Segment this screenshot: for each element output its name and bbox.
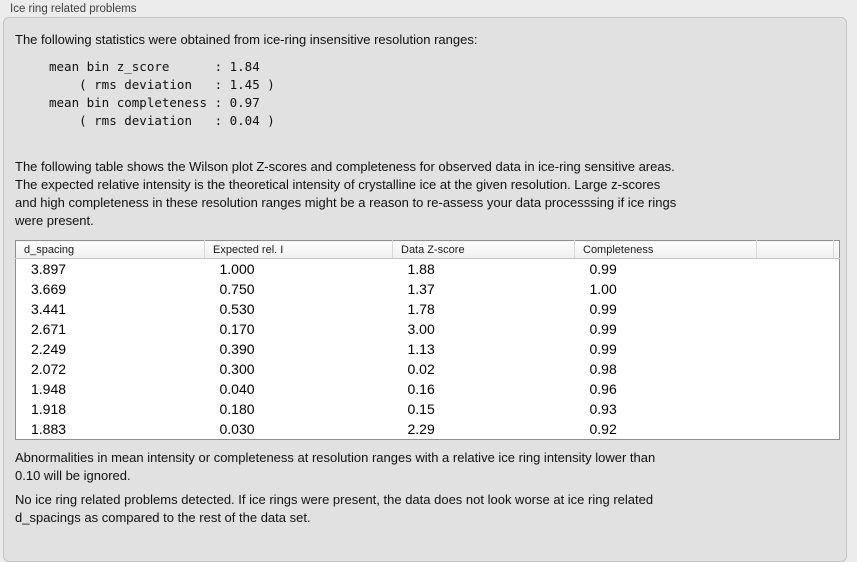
table-row[interactable]: 3.669 0.750 1.37 1.00 xyxy=(16,279,840,299)
table-body: 3.897 1.000 1.88 0.99 3.669 0.750 1.37 1.00 3.44… xyxy=(16,259,840,440)
table-cell: 2.072 xyxy=(31,361,67,377)
table-cell: 3.00 xyxy=(407,321,435,337)
column-header-completeness[interactable]: Completeness xyxy=(574,240,757,259)
table-cell: 0.530 xyxy=(219,301,255,317)
table-row[interactable]: 3.897 1.000 1.88 0.99 xyxy=(16,259,840,280)
table-cell: 0.99 xyxy=(589,261,617,277)
table-cell-empty xyxy=(834,339,840,359)
table-cell-empty xyxy=(834,399,840,419)
table-cell: 0.040 xyxy=(219,381,255,397)
intro-text: The following statistics were obtained f… xyxy=(15,32,478,47)
panel-title: Ice ring related problems xyxy=(10,3,137,15)
table-cell: 0.99 xyxy=(589,301,617,317)
column-header-blank xyxy=(756,240,834,259)
column-header-blank-end xyxy=(833,240,840,259)
table-header-row: d_spacing Expected rel. I Data Z-score C… xyxy=(15,240,840,259)
table-cell: 0.99 xyxy=(589,341,617,357)
table-cell: 0.300 xyxy=(219,361,255,377)
table-cell: 3.897 xyxy=(31,261,67,277)
table-cell-empty xyxy=(834,379,840,399)
table-cell-empty xyxy=(834,279,840,299)
table-cell: 1.918 xyxy=(31,401,67,417)
table-row[interactable]: 3.441 0.530 1.78 0.99 xyxy=(16,299,840,319)
table-cell: 0.170 xyxy=(219,321,255,337)
ice-ring-table: d_spacing Expected rel. I Data Z-score C… xyxy=(15,240,840,440)
ice-ring-group-box: The following statistics were obtained f… xyxy=(3,17,847,562)
table-row[interactable]: 2.072 0.300 0.02 0.98 xyxy=(16,359,840,379)
table-cell: 2.29 xyxy=(407,421,435,437)
table-cell: 0.92 xyxy=(589,421,617,437)
table-cell-empty xyxy=(757,279,834,299)
column-header-expected-rel-i[interactable]: Expected rel. I xyxy=(204,240,393,259)
column-header-data-z-score[interactable]: Data Z-score xyxy=(392,240,575,259)
table-cell: 0.16 xyxy=(407,381,435,397)
description-text: The following table shows the Wilson plo… xyxy=(15,159,677,228)
table-cell: 0.030 xyxy=(219,421,255,437)
table-cell: 0.390 xyxy=(219,341,255,357)
table-cell: 0.180 xyxy=(219,401,255,417)
table-cell-empty xyxy=(757,259,834,280)
table-cell-empty xyxy=(834,319,840,339)
table-cell: 3.441 xyxy=(31,301,67,317)
table-cell-empty xyxy=(834,259,840,280)
table-row[interactable]: 1.918 0.180 0.15 0.93 xyxy=(16,399,840,419)
table-cell: 1.000 xyxy=(219,261,255,277)
table-cell: 0.02 xyxy=(407,361,435,377)
table-cell-empty xyxy=(757,299,834,319)
table-cell-empty xyxy=(834,359,840,379)
table-cell: 2.671 xyxy=(31,321,67,337)
table-cell: 0.96 xyxy=(589,381,617,397)
table-cell-empty xyxy=(834,419,840,440)
table-cell: 2.249 xyxy=(31,341,67,357)
table-row[interactable]: 1.948 0.040 0.16 0.96 xyxy=(16,379,840,399)
table-cell-empty xyxy=(757,419,834,440)
table-cell: 1.88 xyxy=(407,261,435,277)
table-cell: 1.78 xyxy=(407,301,435,317)
table-cell: 0.750 xyxy=(219,281,255,297)
conclusion-text: No ice ring related problems detected. I… xyxy=(15,492,654,525)
table-cell-empty xyxy=(757,359,834,379)
table-cell: 1.00 xyxy=(589,281,617,297)
table-cell-empty xyxy=(757,339,834,359)
table-cell: 3.669 xyxy=(31,281,67,297)
table-cell: 0.93 xyxy=(589,401,617,417)
table-cell: 1.948 xyxy=(31,381,67,397)
table-cell-empty xyxy=(834,299,840,319)
stats-block: mean bin z_score : 1.84 ( rms deviation … xyxy=(49,59,275,128)
table-cell: 0.99 xyxy=(589,321,617,337)
table-cell-empty xyxy=(757,319,834,339)
table-cell: 1.37 xyxy=(407,281,435,297)
table-cell: 0.98 xyxy=(589,361,617,377)
table-row[interactable]: 2.671 0.170 3.00 0.99 xyxy=(16,319,840,339)
table-cell: 1.13 xyxy=(407,341,435,357)
table-row[interactable]: 1.883 0.030 2.29 0.92 xyxy=(16,419,840,440)
table-cell: 0.15 xyxy=(407,401,435,417)
table-cell-empty xyxy=(757,399,834,419)
table-row[interactable]: 2.249 0.390 1.13 0.99 xyxy=(16,339,840,359)
column-header-d-spacing[interactable]: d_spacing xyxy=(15,240,205,259)
table-cell: 1.883 xyxy=(31,421,67,437)
footnote-text: Abnormalities in mean intensity or compl… xyxy=(15,450,656,483)
table-cell-empty xyxy=(757,379,834,399)
